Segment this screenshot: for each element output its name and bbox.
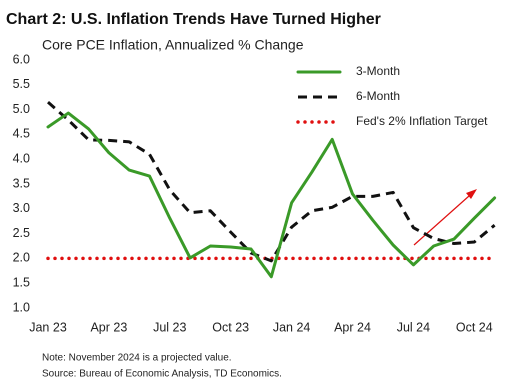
chart-title: Chart 2: U.S. Inflation Trends Have Turn… [6, 11, 381, 28]
y-tick-label: 2.0 [13, 251, 30, 265]
y-tick-label: 6.0 [13, 52, 30, 66]
series-line [47, 101, 496, 263]
legend-label: Fed's 2% Inflation Target [356, 114, 488, 128]
y-tick-label: 3.5 [13, 176, 30, 190]
source: Source: Bureau of Economic Analysis, TD … [42, 369, 282, 380]
y-tick-label: 1.5 [13, 275, 30, 289]
y-tick-label: 2.5 [13, 226, 30, 240]
y-tick-label: 4.5 [13, 127, 30, 141]
x-tick-label: Jan 24 [273, 320, 311, 334]
x-tick-label: Jul 24 [397, 320, 430, 334]
annotation-arrow [413, 189, 477, 246]
series-line [46, 111, 497, 279]
legend-label: 3-Month [356, 64, 400, 78]
x-tick-label: Jan 23 [29, 320, 67, 334]
chart-subtitle: Core PCE Inflation, Annualized % Change [42, 37, 304, 53]
y-tick-label: 4.0 [13, 151, 30, 165]
x-tick-label: Oct 24 [456, 320, 493, 334]
y-tick-label: 1.0 [13, 300, 30, 314]
y-tick-label: 5.5 [13, 77, 30, 91]
y-tick-label: 3.0 [13, 201, 30, 215]
legend-label: 6-Month [356, 89, 400, 103]
x-tick-label: Apr 24 [334, 320, 371, 334]
x-tick-label: Oct 23 [212, 320, 249, 334]
y-tick-label: 5.0 [13, 102, 30, 116]
x-tick-label: Jul 23 [153, 320, 186, 334]
x-tick-label: Apr 23 [90, 320, 127, 334]
note: Note: November 2024 is a projected value… [42, 353, 232, 364]
